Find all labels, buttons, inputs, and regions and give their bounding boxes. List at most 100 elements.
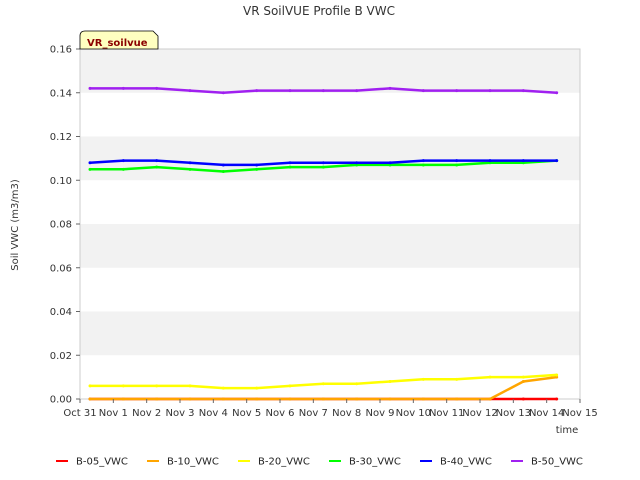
y-tick-label: 0.10 (50, 176, 72, 187)
y-tick-label: 0.06 (50, 263, 72, 274)
data-point-b-30-vwc (288, 165, 292, 169)
y-axis-ticks: 0.00 0.02 0.04 0.06 0.08 0.10 0.12 0.14 0.16 (50, 45, 80, 406)
data-point-b-40-vwc (155, 159, 159, 163)
data-point-b-40-vwc (421, 159, 425, 163)
legend-label-b-50-vwc: B-50_VWC (531, 457, 583, 468)
data-point-b-40-vwc (388, 161, 392, 165)
data-point-b-50-vwc (455, 89, 459, 93)
x-tick-label: Nov 4 (199, 408, 228, 419)
data-point-b-50-vwc (155, 86, 159, 90)
data-point-b-20-vwc (188, 384, 192, 388)
legend-label-b-10-vwc: B-10_VWC (167, 457, 219, 468)
series-layer (88, 86, 559, 401)
data-point-b-10-vwc (221, 397, 225, 401)
data-point-b-40-vwc (555, 159, 559, 163)
legend-label-b-20-vwc: B-20_VWC (258, 457, 310, 468)
legend-label-b-05-vwc: B-05_VWC (76, 457, 128, 468)
x-tick-label: Nov 6 (265, 408, 294, 419)
data-point-b-30-vwc (455, 163, 459, 167)
data-point-b-20-vwc (121, 384, 125, 388)
data-point-b-50-vwc (188, 89, 192, 93)
data-point-b-30-vwc (188, 167, 192, 171)
x-tick-label: Nov 7 (299, 408, 328, 419)
data-point-b-20-vwc (388, 380, 392, 383)
x-tick-label: Nov 11 (429, 408, 464, 419)
data-point-b-50-vwc (121, 86, 125, 90)
data-point-b-50-vwc (421, 89, 425, 93)
data-point-b-10-vwc (188, 397, 192, 401)
data-point-b-40-vwc (455, 159, 459, 163)
plot-band (80, 49, 580, 93)
data-point-b-10-vwc (388, 397, 392, 401)
data-point-b-50-vwc (288, 89, 292, 93)
data-point-b-20-vwc (455, 377, 459, 381)
x-tick-label: Nov 12 (462, 408, 497, 419)
data-point-b-40-vwc (488, 159, 492, 163)
data-point-b-30-vwc (88, 167, 92, 171)
data-point-b-30-vwc (155, 165, 159, 169)
data-point-b-50-vwc (488, 89, 492, 93)
data-point-b-50-vwc (555, 91, 559, 95)
x-tick-label: Nov 2 (132, 408, 161, 419)
data-point-b-10-vwc (121, 397, 125, 401)
y-axis-title: Soil VWC (m3/m3) (10, 179, 21, 271)
plot-band (80, 311, 580, 356)
data-point-b-40-vwc (321, 161, 325, 165)
data-point-b-40-vwc (521, 159, 525, 163)
x-axis-title: time (556, 425, 579, 436)
chart-title: VR SoilVUE Profile B VWC (243, 4, 395, 18)
plot-band (80, 92, 580, 137)
data-point-b-20-vwc (521, 375, 525, 379)
x-tick-label: Nov 3 (165, 408, 194, 419)
data-point-b-40-vwc (355, 161, 359, 165)
data-point-b-40-vwc (221, 163, 225, 167)
y-tick-label: 0.02 (50, 351, 72, 362)
data-point-b-40-vwc (121, 159, 125, 163)
plot-band (80, 267, 580, 312)
data-point-b-50-vwc (88, 86, 92, 90)
data-point-b-20-vwc (255, 386, 259, 390)
data-point-b-20-vwc (421, 377, 425, 381)
y-tick-label: 0.12 (50, 132, 72, 143)
data-point-b-50-vwc (255, 89, 259, 93)
x-tick-label: Nov 1 (99, 408, 128, 419)
data-point-b-40-vwc (88, 161, 92, 165)
data-point-b-50-vwc (221, 91, 225, 95)
data-point-b-20-vwc (555, 373, 559, 377)
data-point-b-10-vwc (88, 397, 92, 401)
data-point-b-10-vwc (488, 397, 492, 401)
data-point-b-30-vwc (255, 167, 259, 171)
data-point-b-20-vwc (221, 386, 225, 390)
x-tick-label: Nov 10 (396, 408, 431, 419)
data-point-b-10-vwc (455, 397, 459, 401)
data-point-b-50-vwc (321, 89, 325, 93)
data-point-b-20-vwc (488, 375, 492, 379)
data-point-b-30-vwc (421, 163, 425, 167)
data-point-b-30-vwc (388, 163, 392, 167)
x-tick-label: Nov 13 (496, 408, 531, 419)
data-point-b-10-vwc (288, 397, 292, 401)
data-point-b-10-vwc (521, 380, 525, 383)
plot-band (80, 136, 580, 181)
x-tick-label: Nov 8 (332, 408, 361, 419)
data-point-b-05-vwc (555, 397, 559, 401)
x-axis-ticks: Oct 31 Nov 1 Nov 2 Nov 3 Nov 4 Nov 5 Nov 6 Nov … (63, 399, 598, 419)
badge-box (79, 30, 159, 50)
data-point-b-10-vwc (321, 397, 325, 401)
plot-background-bands (80, 49, 580, 399)
legend: B-05_VWC B-10_VWC B-20_VWC B-30_VWC B-40_VWC… (56, 457, 583, 468)
x-tick-label: Oct 31 (63, 408, 96, 419)
data-point-b-30-vwc (121, 167, 125, 171)
plot-band (80, 180, 580, 224)
data-point-b-10-vwc (255, 397, 259, 401)
data-point-b-30-vwc (321, 165, 325, 169)
legend-label-b-30-vwc: B-30_VWC (349, 457, 401, 468)
data-point-b-40-vwc (255, 163, 259, 167)
data-point-b-40-vwc (288, 161, 292, 165)
plot-band (80, 224, 580, 268)
legend-label-b-40-vwc: B-40_VWC (440, 457, 492, 468)
y-tick-label: 0.08 (50, 220, 72, 231)
x-tick-label: Nov 9 (365, 408, 394, 419)
